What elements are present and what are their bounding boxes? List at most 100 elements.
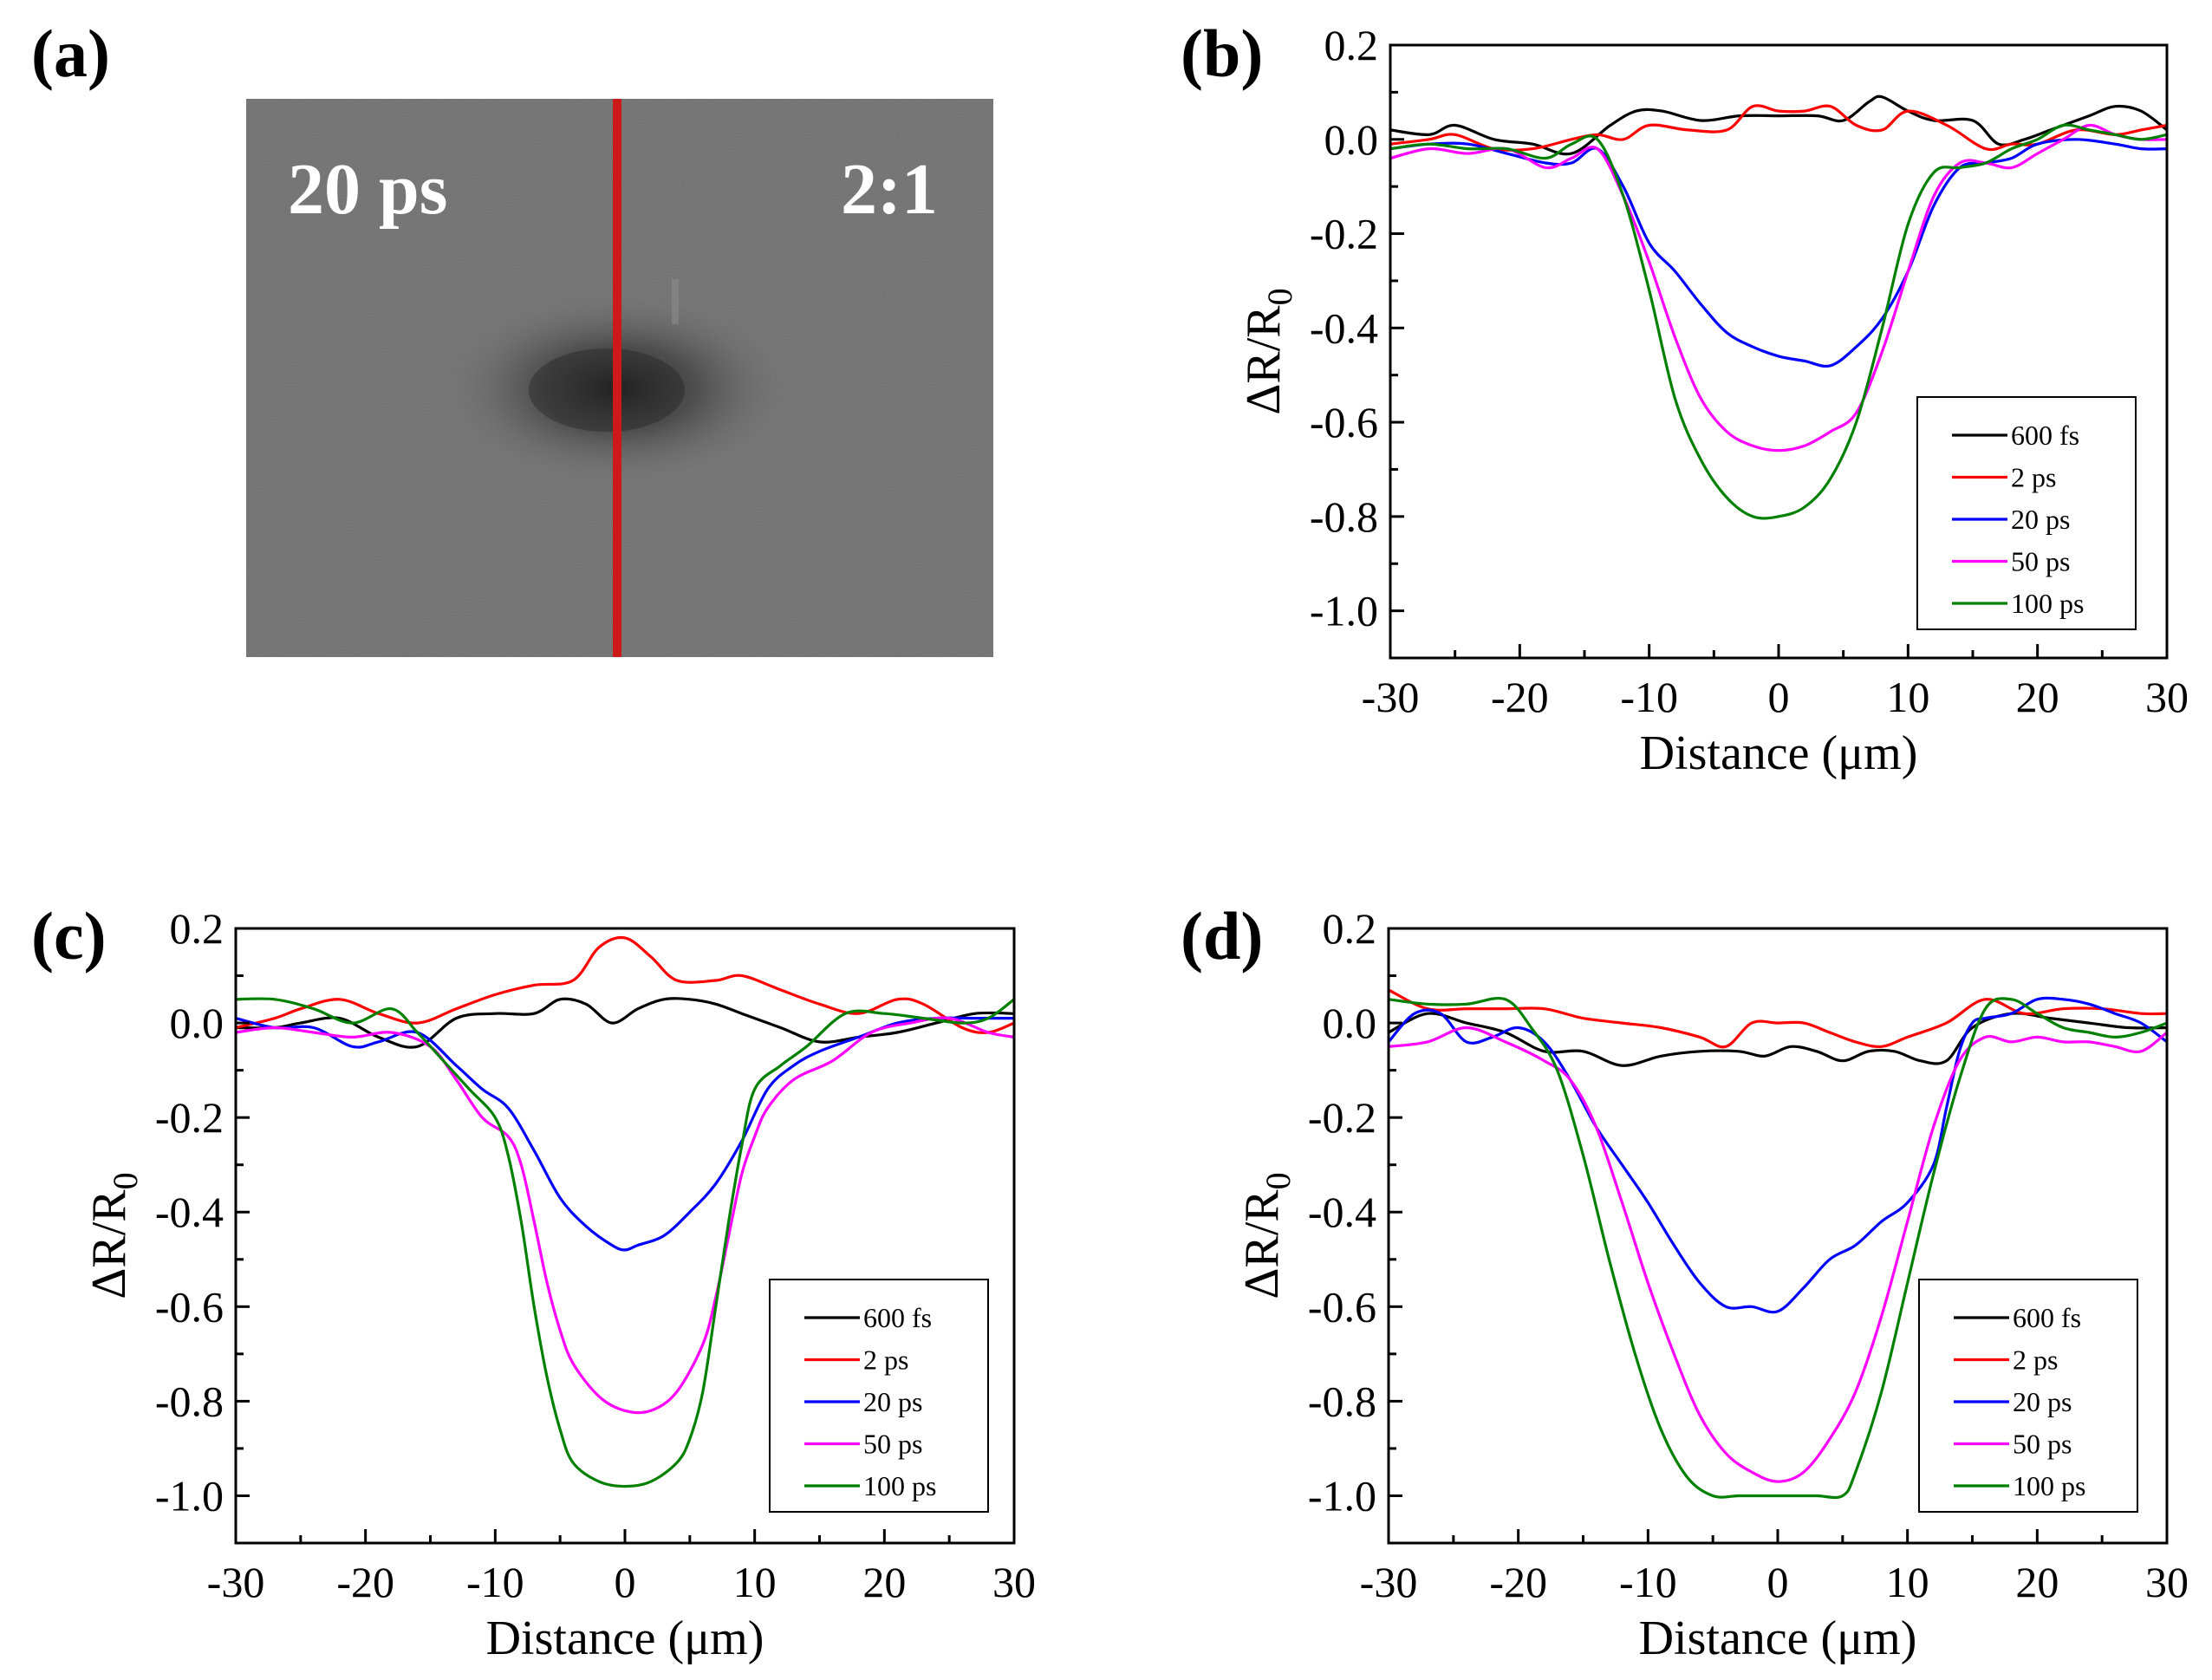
y-tick-label: -0.4 xyxy=(155,1188,224,1236)
y-tick-label: -0.8 xyxy=(155,1377,224,1425)
series-line-600-fs xyxy=(1390,94,2167,156)
x-tick-label: -20 xyxy=(1491,673,1549,721)
y-axis-title: ΔR/R0 xyxy=(82,1172,145,1299)
panel-a: (a) 20 ps 2:1 xyxy=(31,16,993,657)
y-tick-label: -0.8 xyxy=(1310,492,1378,541)
series-line-50-ps xyxy=(1390,123,2167,453)
x-tick-label: 30 xyxy=(2145,673,2189,721)
y-tick-label: 0.2 xyxy=(170,904,224,953)
damage-spot-core xyxy=(529,348,685,432)
y-tick-label: 0.0 xyxy=(170,999,224,1047)
legend-entry: 2 ps xyxy=(863,1345,908,1376)
ratio-label: 2:1 xyxy=(841,149,938,230)
x-tick-label: -20 xyxy=(1489,1558,1547,1606)
y-axis-title-main: ΔR/R xyxy=(1235,1189,1289,1299)
debris-mark xyxy=(672,279,679,324)
y-tick-label: -0.4 xyxy=(1308,1188,1376,1236)
y-tick-label: -0.2 xyxy=(155,1093,224,1142)
x-axis-title: Distance (μm) xyxy=(1639,1612,1917,1665)
series-line-50-ps xyxy=(1389,1026,2167,1483)
series-group xyxy=(1389,988,2167,1500)
x-tick-label: -30 xyxy=(1360,1558,1418,1606)
series-group xyxy=(1390,94,2167,520)
series-line-2-ps xyxy=(236,935,1014,1034)
series-line-2-ps xyxy=(1389,988,2167,1049)
chart-panel-b: (b) -30 -20 -10 0 10 20 30 0.2 0.0 -0.2 -0.4 -0.6 -0.… xyxy=(1181,16,2189,780)
legend-entry: 20 ps xyxy=(863,1386,922,1417)
panel-d-label: (d) xyxy=(1181,898,1263,973)
panel-a-label: (a) xyxy=(31,16,110,91)
x-tick-label: 0 xyxy=(1768,673,1790,721)
legend: 600 fs 2 ps 20 ps 50 ps 100 ps xyxy=(1916,396,2137,630)
legend-entry: 50 ps xyxy=(2011,546,2070,577)
x-tick-label: 0 xyxy=(615,1558,636,1606)
y-tick-label: -0.4 xyxy=(1310,303,1378,352)
y-axis-title-subscript: 0 xyxy=(1260,288,1299,305)
y-tick-label: 0.0 xyxy=(1323,999,1377,1047)
x-axis-title: Distance (μm) xyxy=(486,1612,764,1665)
legend: 600 fs 2 ps 20 ps 50 ps 100 ps xyxy=(1918,1279,2138,1513)
y-tick-label: -0.8 xyxy=(1308,1377,1376,1425)
legend-entry: 2 ps xyxy=(2013,1345,2058,1376)
delay-label: 20 ps xyxy=(288,149,447,230)
chart-panel-c: (c) -30 -20 -10 0 10 20 30 0.2 0.0 -0.2 -0.4 -0.6 -0.… xyxy=(31,898,1036,1665)
profile-line xyxy=(613,99,621,657)
series-line-20-ps xyxy=(236,1016,1014,1252)
y-tick-label: -0.2 xyxy=(1310,210,1378,258)
micrograph-image: 20 ps 2:1 xyxy=(246,99,993,657)
x-tick-label: -10 xyxy=(1619,1558,1677,1606)
x-tick-label: 20 xyxy=(862,1558,906,1606)
legend-entry: 100 ps xyxy=(2011,588,2084,619)
y-tick-label: -1.0 xyxy=(1310,587,1378,635)
legend-entry: 600 fs xyxy=(863,1302,932,1333)
y-tick-label: -0.6 xyxy=(155,1282,224,1331)
y-axis-title-main: ΔR/R xyxy=(1237,305,1291,415)
legend-entry: 50 ps xyxy=(2013,1429,2072,1460)
x-tick-label: 20 xyxy=(2016,673,2059,721)
legend-entry: 50 ps xyxy=(863,1429,922,1460)
panel-c-label: (c) xyxy=(31,898,107,973)
x-tick-label: -10 xyxy=(1620,673,1678,721)
x-axis-title: Distance (μm) xyxy=(1640,726,1918,780)
legend-entry: 100 ps xyxy=(2013,1470,2085,1501)
legend-entry: 600 fs xyxy=(2013,1302,2081,1333)
x-tick-label: -30 xyxy=(1362,673,1420,721)
y-tick-label: -0.2 xyxy=(1308,1093,1376,1142)
y-axis-title-subscript: 0 xyxy=(1259,1172,1298,1189)
charts: (b) -30 -20 -10 0 10 20 30 0.2 0.0 -0.2 -0.4 -0.6 -0.… xyxy=(31,16,2189,1665)
series-group xyxy=(236,935,1014,1488)
y-axis-title: ΔR/R0 xyxy=(1237,288,1299,414)
y-axis-title-subscript: 0 xyxy=(106,1172,145,1189)
series-line-20-ps xyxy=(1389,996,2167,1314)
panel-b-label: (b) xyxy=(1181,16,1263,91)
series-line-100-ps xyxy=(1389,997,2167,1500)
x-tick-label: 30 xyxy=(992,1558,1036,1606)
x-tick-label: -30 xyxy=(207,1558,265,1606)
x-tick-label: -20 xyxy=(336,1558,394,1606)
y-tick-label: -1.0 xyxy=(1308,1471,1376,1520)
series-line-20-ps xyxy=(1390,138,2167,368)
y-tick-label: -0.6 xyxy=(1310,398,1378,446)
legend: 600 fs 2 ps 20 ps 50 ps 100 ps xyxy=(769,1279,989,1513)
legend-entry: 20 ps xyxy=(2011,504,2070,535)
chart-panel-d: (d) -30 -20 -10 0 10 20 30 0.2 0.0 -0.2 -0.4 -0.6 -0.… xyxy=(1181,898,2189,1665)
y-tick-label: -1.0 xyxy=(155,1471,224,1520)
legend-entry: 600 fs xyxy=(2011,420,2079,451)
y-tick-label: 0.2 xyxy=(1323,904,1377,953)
series-line-2-ps xyxy=(1390,104,2167,152)
x-tick-label: 10 xyxy=(733,1558,777,1606)
x-tick-label: 10 xyxy=(1886,673,1929,721)
x-tick-label: 20 xyxy=(2015,1558,2059,1606)
legend-entry: 100 ps xyxy=(863,1470,936,1501)
x-tick-label: 10 xyxy=(1886,1558,1929,1606)
legend-entry: 2 ps xyxy=(2011,462,2056,493)
x-tick-label: 30 xyxy=(2145,1558,2189,1606)
x-tick-label: -10 xyxy=(466,1558,524,1606)
series-line-100-ps xyxy=(236,997,1014,1488)
series-line-100-ps xyxy=(1390,123,2167,520)
y-tick-label: 0.2 xyxy=(1324,21,1379,69)
legend-entry: 20 ps xyxy=(2013,1386,2072,1417)
y-tick-label: -0.6 xyxy=(1308,1282,1376,1331)
y-axis-title-main: ΔR/R xyxy=(82,1189,136,1299)
